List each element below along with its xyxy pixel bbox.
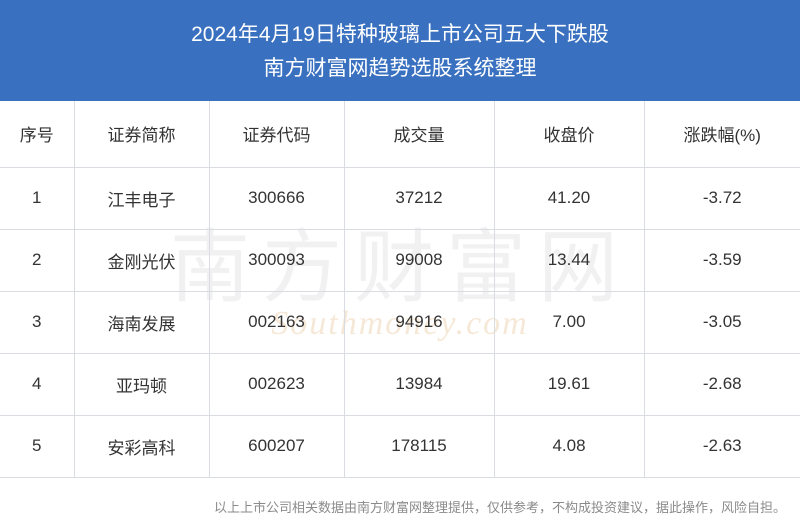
- table-header-row: 序号 证券简称 证券代码 成交量 收盘价 涨跌幅(%): [0, 101, 800, 167]
- table-row: 4 亚玛顿 002623 13984 19.61 -2.68: [0, 353, 800, 415]
- stock-table-wrap: 序号 证券简称 证券代码 成交量 收盘价 涨跌幅(%) 1 江丰电子 30066…: [0, 101, 800, 478]
- stock-table: 序号 证券简称 证券代码 成交量 收盘价 涨跌幅(%) 1 江丰电子 30066…: [0, 101, 800, 478]
- table-body: 1 江丰电子 300666 37212 41.20 -3.72 2 金刚光伏 3…: [0, 167, 800, 477]
- cell-name: 海南发展: [74, 291, 209, 353]
- cell-seq: 3: [0, 291, 74, 353]
- table-row: 1 江丰电子 300666 37212 41.20 -3.72: [0, 167, 800, 229]
- cell-seq: 1: [0, 167, 74, 229]
- cell-close: 7.00: [494, 291, 644, 353]
- cell-close: 4.08: [494, 415, 644, 477]
- cell-name: 亚玛顿: [74, 353, 209, 415]
- cell-code: 002163: [209, 291, 344, 353]
- cell-chg: -3.72: [644, 167, 800, 229]
- cell-name: 金刚光伏: [74, 229, 209, 291]
- cell-vol: 37212: [344, 167, 494, 229]
- cell-vol: 99008: [344, 229, 494, 291]
- col-header-code: 证券代码: [209, 101, 344, 167]
- title-line-1: 2024年4月19日特种玻璃上市公司五大下跌股: [10, 18, 790, 52]
- page-header: 2024年4月19日特种玻璃上市公司五大下跌股 南方财富网趋势选股系统整理: [0, 0, 800, 101]
- footer-disclaimer: 以上上市公司相关数据由南方财富网整理提供，仅供参考，不构成投资建议，据此操作，风…: [214, 497, 786, 516]
- cell-chg: -2.68: [644, 353, 800, 415]
- cell-code: 002623: [209, 353, 344, 415]
- cell-code: 300093: [209, 229, 344, 291]
- cell-vol: 94916: [344, 291, 494, 353]
- cell-chg: -3.59: [644, 229, 800, 291]
- cell-vol: 13984: [344, 353, 494, 415]
- cell-vol: 178115: [344, 415, 494, 477]
- cell-close: 13.44: [494, 229, 644, 291]
- table-row: 5 安彩高科 600207 178115 4.08 -2.63: [0, 415, 800, 477]
- title-line-2: 南方财富网趋势选股系统整理: [10, 52, 790, 86]
- col-header-seq: 序号: [0, 101, 74, 167]
- cell-seq: 2: [0, 229, 74, 291]
- cell-seq: 5: [0, 415, 74, 477]
- cell-close: 41.20: [494, 167, 644, 229]
- table-row: 3 海南发展 002163 94916 7.00 -3.05: [0, 291, 800, 353]
- cell-seq: 4: [0, 353, 74, 415]
- col-header-close: 收盘价: [494, 101, 644, 167]
- cell-chg: -2.63: [644, 415, 800, 477]
- col-header-chg: 涨跌幅(%): [644, 101, 800, 167]
- col-header-vol: 成交量: [344, 101, 494, 167]
- cell-close: 19.61: [494, 353, 644, 415]
- col-header-name: 证券简称: [74, 101, 209, 167]
- cell-name: 安彩高科: [74, 415, 209, 477]
- cell-chg: -3.05: [644, 291, 800, 353]
- table-row: 2 金刚光伏 300093 99008 13.44 -3.59: [0, 229, 800, 291]
- cell-name: 江丰电子: [74, 167, 209, 229]
- cell-code: 600207: [209, 415, 344, 477]
- cell-code: 300666: [209, 167, 344, 229]
